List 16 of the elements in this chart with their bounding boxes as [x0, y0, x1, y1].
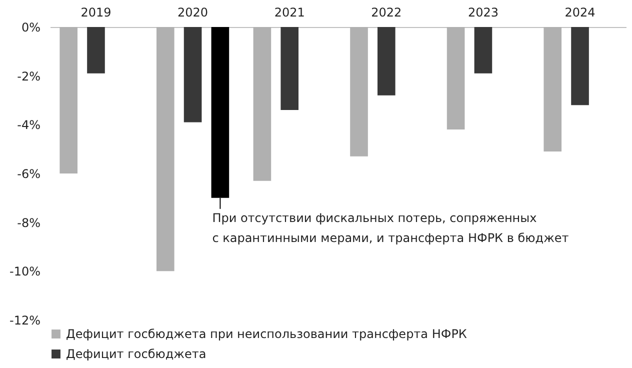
y-tick-label: -12% [9, 314, 40, 328]
y-tick-label: 0% [21, 20, 40, 34]
annotation: При отсутствии фискальных потерь, сопряженных с карантинными мерами, и трансферта НФРК в бюджет [212, 210, 569, 245]
x-tick-label: 2024 [564, 6, 596, 20]
x-tick-label: 2020 [178, 6, 208, 20]
y-tick-label: -2% [17, 69, 40, 84]
x-tick-label: 2022 [371, 6, 402, 20]
legend-label: Дефицит госбюджета [66, 347, 206, 361]
x-tick-label: 2019 [80, 6, 112, 20]
y-tick-label: -6% [17, 167, 40, 181]
x-tick-label: 2023 [468, 6, 498, 20]
y-tick-label: -8% [17, 216, 40, 230]
y-tick-label: -10% [9, 264, 40, 279]
y-tick-label: -4% [17, 118, 40, 132]
x-tick-label: 2021 [274, 6, 305, 20]
legend-label: Дефицит госбюджета при неиспользовании трансферта НФРК [66, 327, 468, 341]
